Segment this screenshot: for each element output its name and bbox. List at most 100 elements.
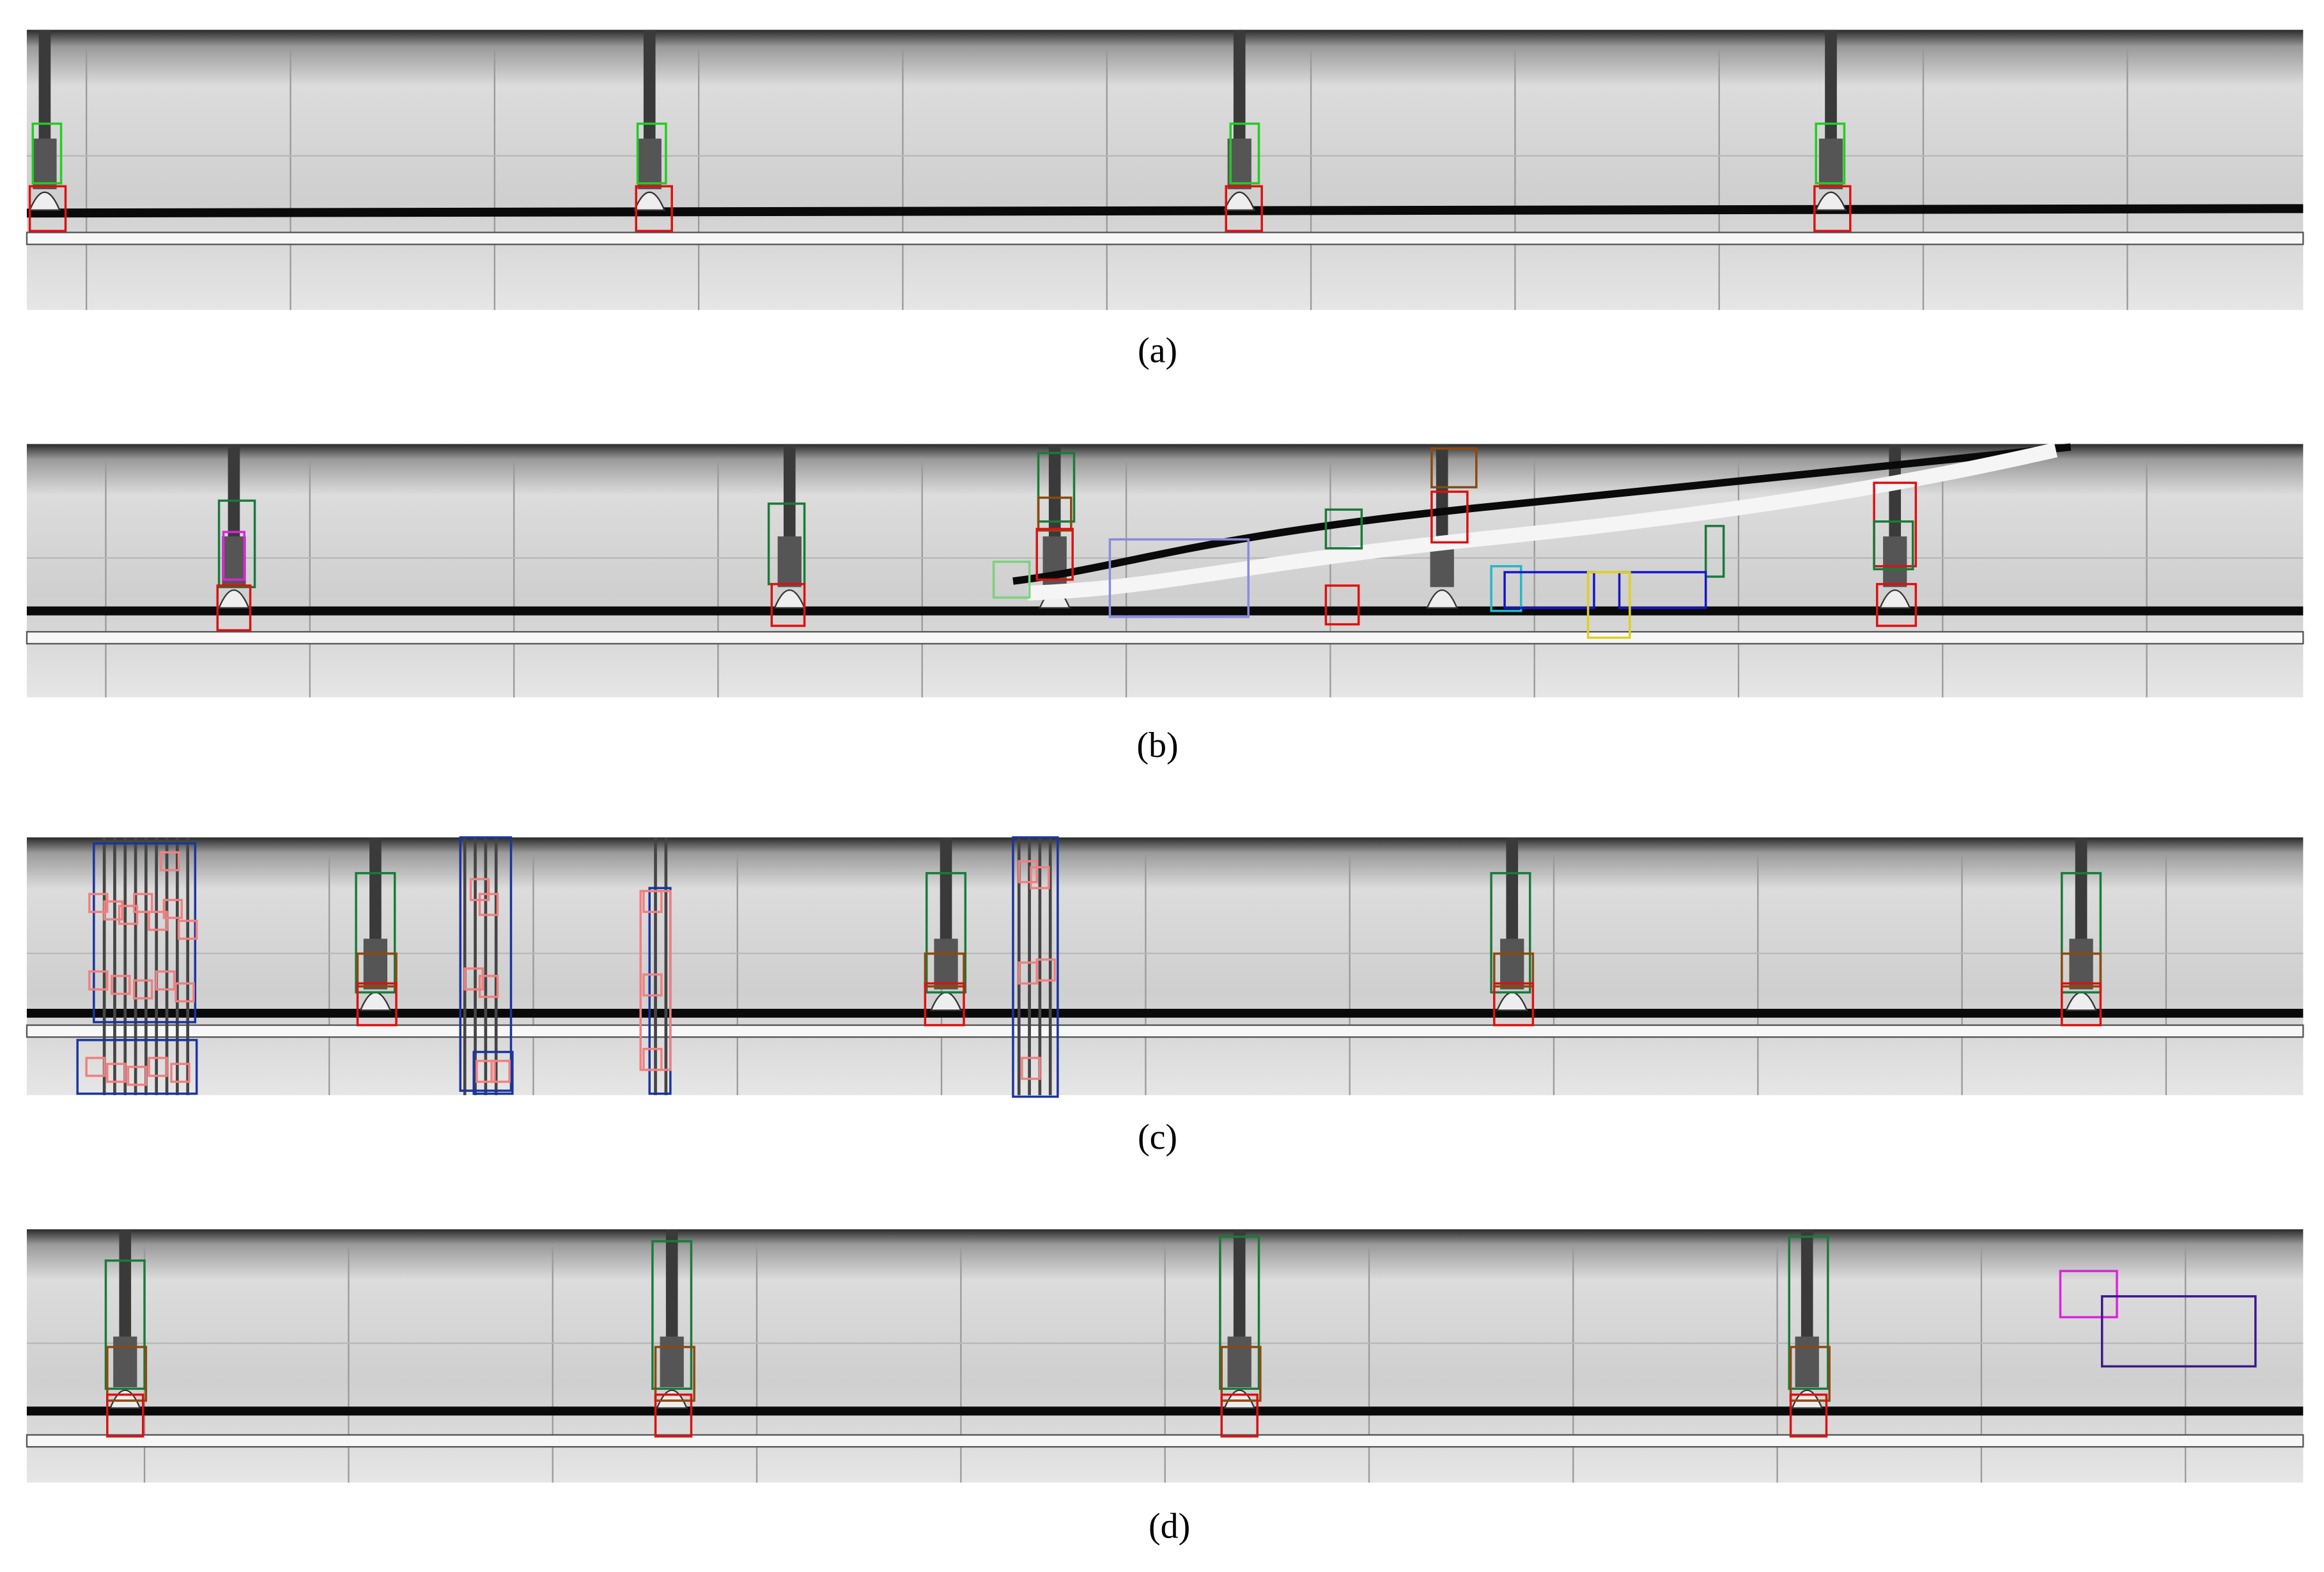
detection-box xyxy=(924,952,965,988)
detection-box xyxy=(1493,982,1535,1027)
support-body xyxy=(934,938,958,990)
detection-box xyxy=(2061,982,2102,1027)
detection-box xyxy=(1873,520,1914,571)
detection-box xyxy=(1229,122,1260,185)
detection-box xyxy=(654,1393,693,1438)
insulator xyxy=(1879,589,1911,609)
image-layer xyxy=(26,29,2304,1483)
detection-box xyxy=(177,919,198,940)
detection-box xyxy=(1490,564,1522,612)
detection-box xyxy=(1220,1346,1262,1402)
detection-box xyxy=(472,1050,514,1095)
support-bracket xyxy=(1233,1229,1246,1357)
branch-rail xyxy=(1012,443,2072,585)
detection-box xyxy=(490,1059,511,1083)
tunnel-image xyxy=(26,837,2304,1096)
support-body xyxy=(2069,938,2093,990)
insulator xyxy=(28,191,61,211)
support-body xyxy=(637,138,662,190)
detection-box xyxy=(76,1039,198,1095)
insulator xyxy=(1426,589,1459,609)
insulator xyxy=(217,589,250,609)
detection-box xyxy=(1035,527,1074,581)
caption: (a) xyxy=(1138,331,1177,370)
detection-box xyxy=(222,531,245,581)
detection-box xyxy=(924,982,965,1027)
detection-box xyxy=(2059,1270,2118,1319)
detection-box xyxy=(1789,1393,1828,1438)
detection-box xyxy=(148,910,168,931)
support-body xyxy=(1795,1336,1819,1387)
detection-box xyxy=(478,892,499,916)
detection-box xyxy=(159,851,180,871)
rail xyxy=(26,1434,2304,1448)
detection-box xyxy=(174,982,195,1003)
detection-box xyxy=(148,1057,168,1077)
detection-box xyxy=(476,1059,496,1083)
detection-box xyxy=(1788,1235,1829,1390)
detection-box xyxy=(356,982,398,1027)
detection-box xyxy=(133,892,153,914)
support-bracket xyxy=(369,837,382,967)
detection-box xyxy=(85,1057,105,1077)
caption: (b) xyxy=(1136,726,1178,765)
support-body xyxy=(1818,138,1843,190)
detection-box xyxy=(1815,122,1846,185)
detection-box xyxy=(1030,866,1050,889)
support-bracket xyxy=(1825,29,1837,170)
cable xyxy=(26,204,2304,218)
detection-box xyxy=(155,970,176,991)
detection-box xyxy=(654,1346,695,1402)
detection-box xyxy=(1430,490,1469,544)
detection-box xyxy=(1490,872,1531,994)
caption: (c) xyxy=(1138,1117,1177,1157)
tunnel-image xyxy=(26,444,2304,697)
detection-box xyxy=(639,890,672,1071)
detection-box xyxy=(170,1062,190,1083)
rail xyxy=(26,1024,2304,1038)
support-body xyxy=(660,1336,684,1387)
detection-box xyxy=(1324,584,1360,626)
detection-box xyxy=(1704,525,1725,578)
support-body xyxy=(1227,1336,1251,1387)
detection-box xyxy=(106,1062,127,1083)
detection-box xyxy=(106,1346,148,1402)
detection-box xyxy=(1037,496,1073,532)
support-bracket xyxy=(1801,1229,1813,1357)
support-bracket xyxy=(643,29,656,170)
detection-box xyxy=(1618,571,1707,609)
detection-box xyxy=(1493,952,1535,988)
support-bracket xyxy=(940,837,952,967)
detection-box xyxy=(2061,952,2102,988)
detection-box xyxy=(1876,582,1917,627)
detection-box xyxy=(103,900,123,921)
detection-box xyxy=(1108,538,1250,618)
detection-box xyxy=(127,1066,148,1086)
support-body xyxy=(113,1336,137,1387)
detection-box xyxy=(1037,451,1076,523)
detection-box xyxy=(162,899,183,919)
detection-box xyxy=(463,967,484,991)
detection-box xyxy=(356,952,398,988)
detection-box xyxy=(1225,185,1263,233)
detection-box xyxy=(106,1393,144,1438)
detection-box xyxy=(111,974,131,995)
branch-rail xyxy=(1027,442,2058,601)
detection-box xyxy=(1021,1057,1041,1080)
detection-box xyxy=(217,499,256,589)
detection-box xyxy=(1012,836,1059,1098)
detection-box xyxy=(636,122,667,185)
support-bracket xyxy=(38,29,51,170)
insulator xyxy=(1815,191,1847,211)
detection-box xyxy=(355,872,396,994)
detection-box xyxy=(1813,185,1852,233)
support-body xyxy=(363,938,387,990)
detection-box xyxy=(2061,872,2102,994)
detection-box xyxy=(925,872,967,994)
detection-box xyxy=(104,1259,146,1390)
detection-box xyxy=(1018,860,1038,883)
detection-box xyxy=(642,973,663,997)
support-bracket xyxy=(1506,837,1519,967)
detection-box xyxy=(635,185,673,233)
